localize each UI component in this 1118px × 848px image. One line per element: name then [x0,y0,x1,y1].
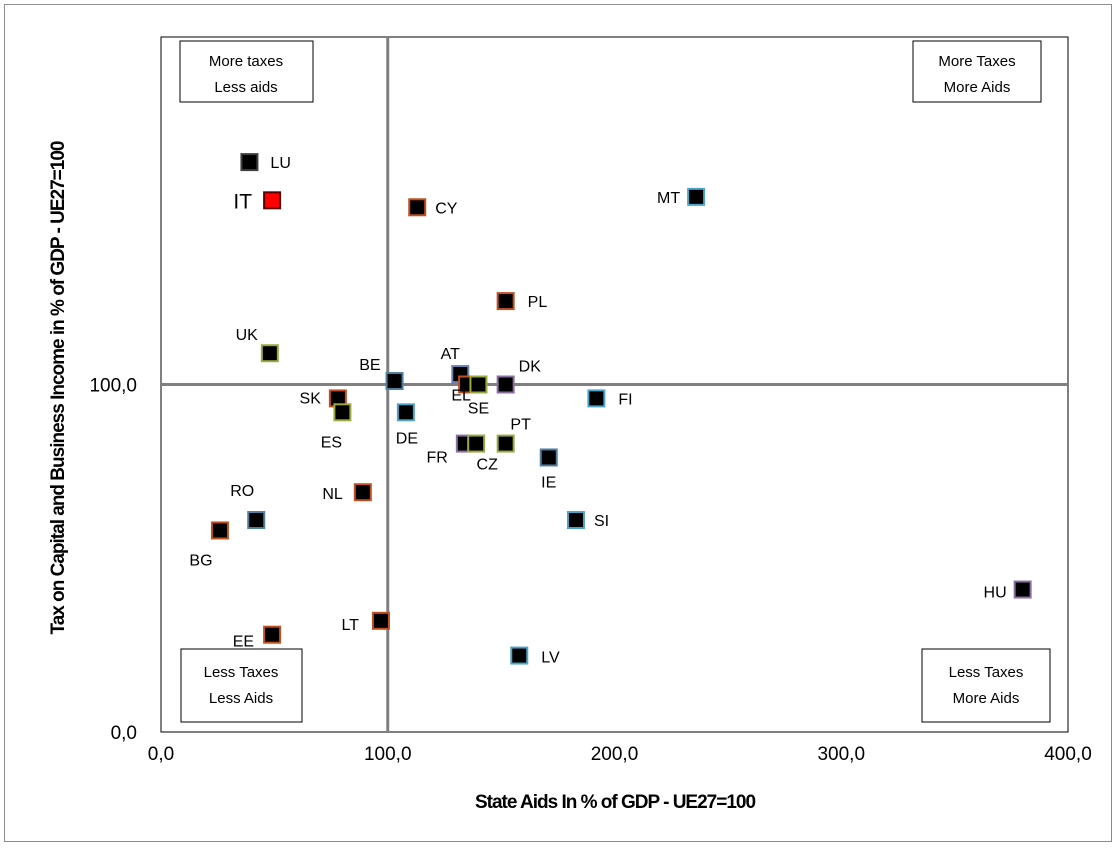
point-label-es: ES [321,434,342,451]
point-label-uk: UK [236,327,259,344]
quadrant-bottom-right-line2: More Aids [953,690,1020,707]
point-ie [539,448,558,467]
point-label-si: SI [594,513,609,530]
chart-frame [4,4,1112,842]
x-tick-label: 200,0 [591,744,639,765]
point-lv [510,646,529,665]
point-be [385,372,404,391]
point-it [263,191,282,210]
point-dk [496,375,515,394]
x-tick-label: 100,0 [364,744,412,765]
quadrant-top-right-line2: More Aids [944,79,1011,96]
quadrant-box-bottom-right: Less Taxes More Aids [921,648,1051,723]
point-es [333,403,352,422]
point-fi [587,389,606,408]
point-label-fi: FI [618,391,632,408]
quadrant-bottom-right-line1: Less Taxes [949,664,1024,681]
point-label-dk: DK [519,359,542,376]
y-axis-title: Tax on Capital and Business Income in % … [48,141,69,634]
point-pt [496,434,515,453]
y-tick-label: 0,0 [111,723,137,744]
quadrant-box-bottom-left: Less Taxes Less Aids [180,648,303,723]
point-label-de: DE [396,430,418,447]
point-label-be: BE [359,357,380,374]
point-label-bg: BG [189,552,212,569]
point-lt [371,611,390,630]
point-cy [408,198,427,217]
point-label-at: AT [441,346,460,363]
point-label-ie: IE [541,474,556,491]
point-label-fr: FR [427,450,448,467]
point-label-ro: RO [230,483,254,500]
x-tick-label: 400,0 [1044,744,1092,765]
point-si [566,511,585,530]
quadrant-bottom-left-line1: Less Taxes [204,664,279,681]
point-label-lt: LT [341,617,359,634]
quadrant-box-top-left: More taxes Less aids [179,40,314,103]
point-label-lu: LU [270,155,290,172]
point-label-lv: LV [541,650,560,667]
y-tick-label: 100,0 [89,376,137,397]
point-label-hu: HU [984,585,1007,602]
point-nl [353,483,372,502]
point-bg [210,521,229,540]
quadrant-box-top-right: More Taxes More Aids [912,40,1042,103]
point-label-mt: MT [657,190,680,207]
point-label-pt: PT [510,417,531,434]
quadrant-top-right-line1: More Taxes [938,53,1015,70]
x-axis-title: State Aids In % of GDP - UE27=100 [475,792,756,813]
quadrant-bottom-left-line2: Less Aids [209,690,273,707]
axis-ticks: 0,0 100,0 200,0 300,0 400,0 0,0 100,0 [89,376,1091,766]
point-label-sk: SK [300,390,322,407]
x-tick-label: 0,0 [148,744,174,765]
quadrant-top-left-line1: More taxes [209,53,283,70]
point-label-el: EL [451,388,471,405]
point-label-nl: NL [322,486,343,503]
point-uk [260,344,279,363]
point-lu [240,153,259,172]
point-ro [247,511,266,530]
point-ee [263,625,282,644]
data-points [210,153,1032,665]
point-label-se: SE [468,401,489,418]
point-de [396,403,415,422]
point-label-ee: EE [233,634,254,651]
point-label-it: IT [233,190,252,213]
point-pl [496,292,515,311]
point-se [469,375,488,394]
point-mt [687,187,706,206]
point-cz [467,434,486,453]
point-label-pl: PL [528,294,548,311]
point-hu [1013,580,1032,599]
point-label-cz: CZ [477,457,499,474]
quadrant-top-left-line2: Less aids [214,79,277,96]
point-label-cy: CY [435,200,458,217]
x-tick-label: 300,0 [817,744,865,765]
